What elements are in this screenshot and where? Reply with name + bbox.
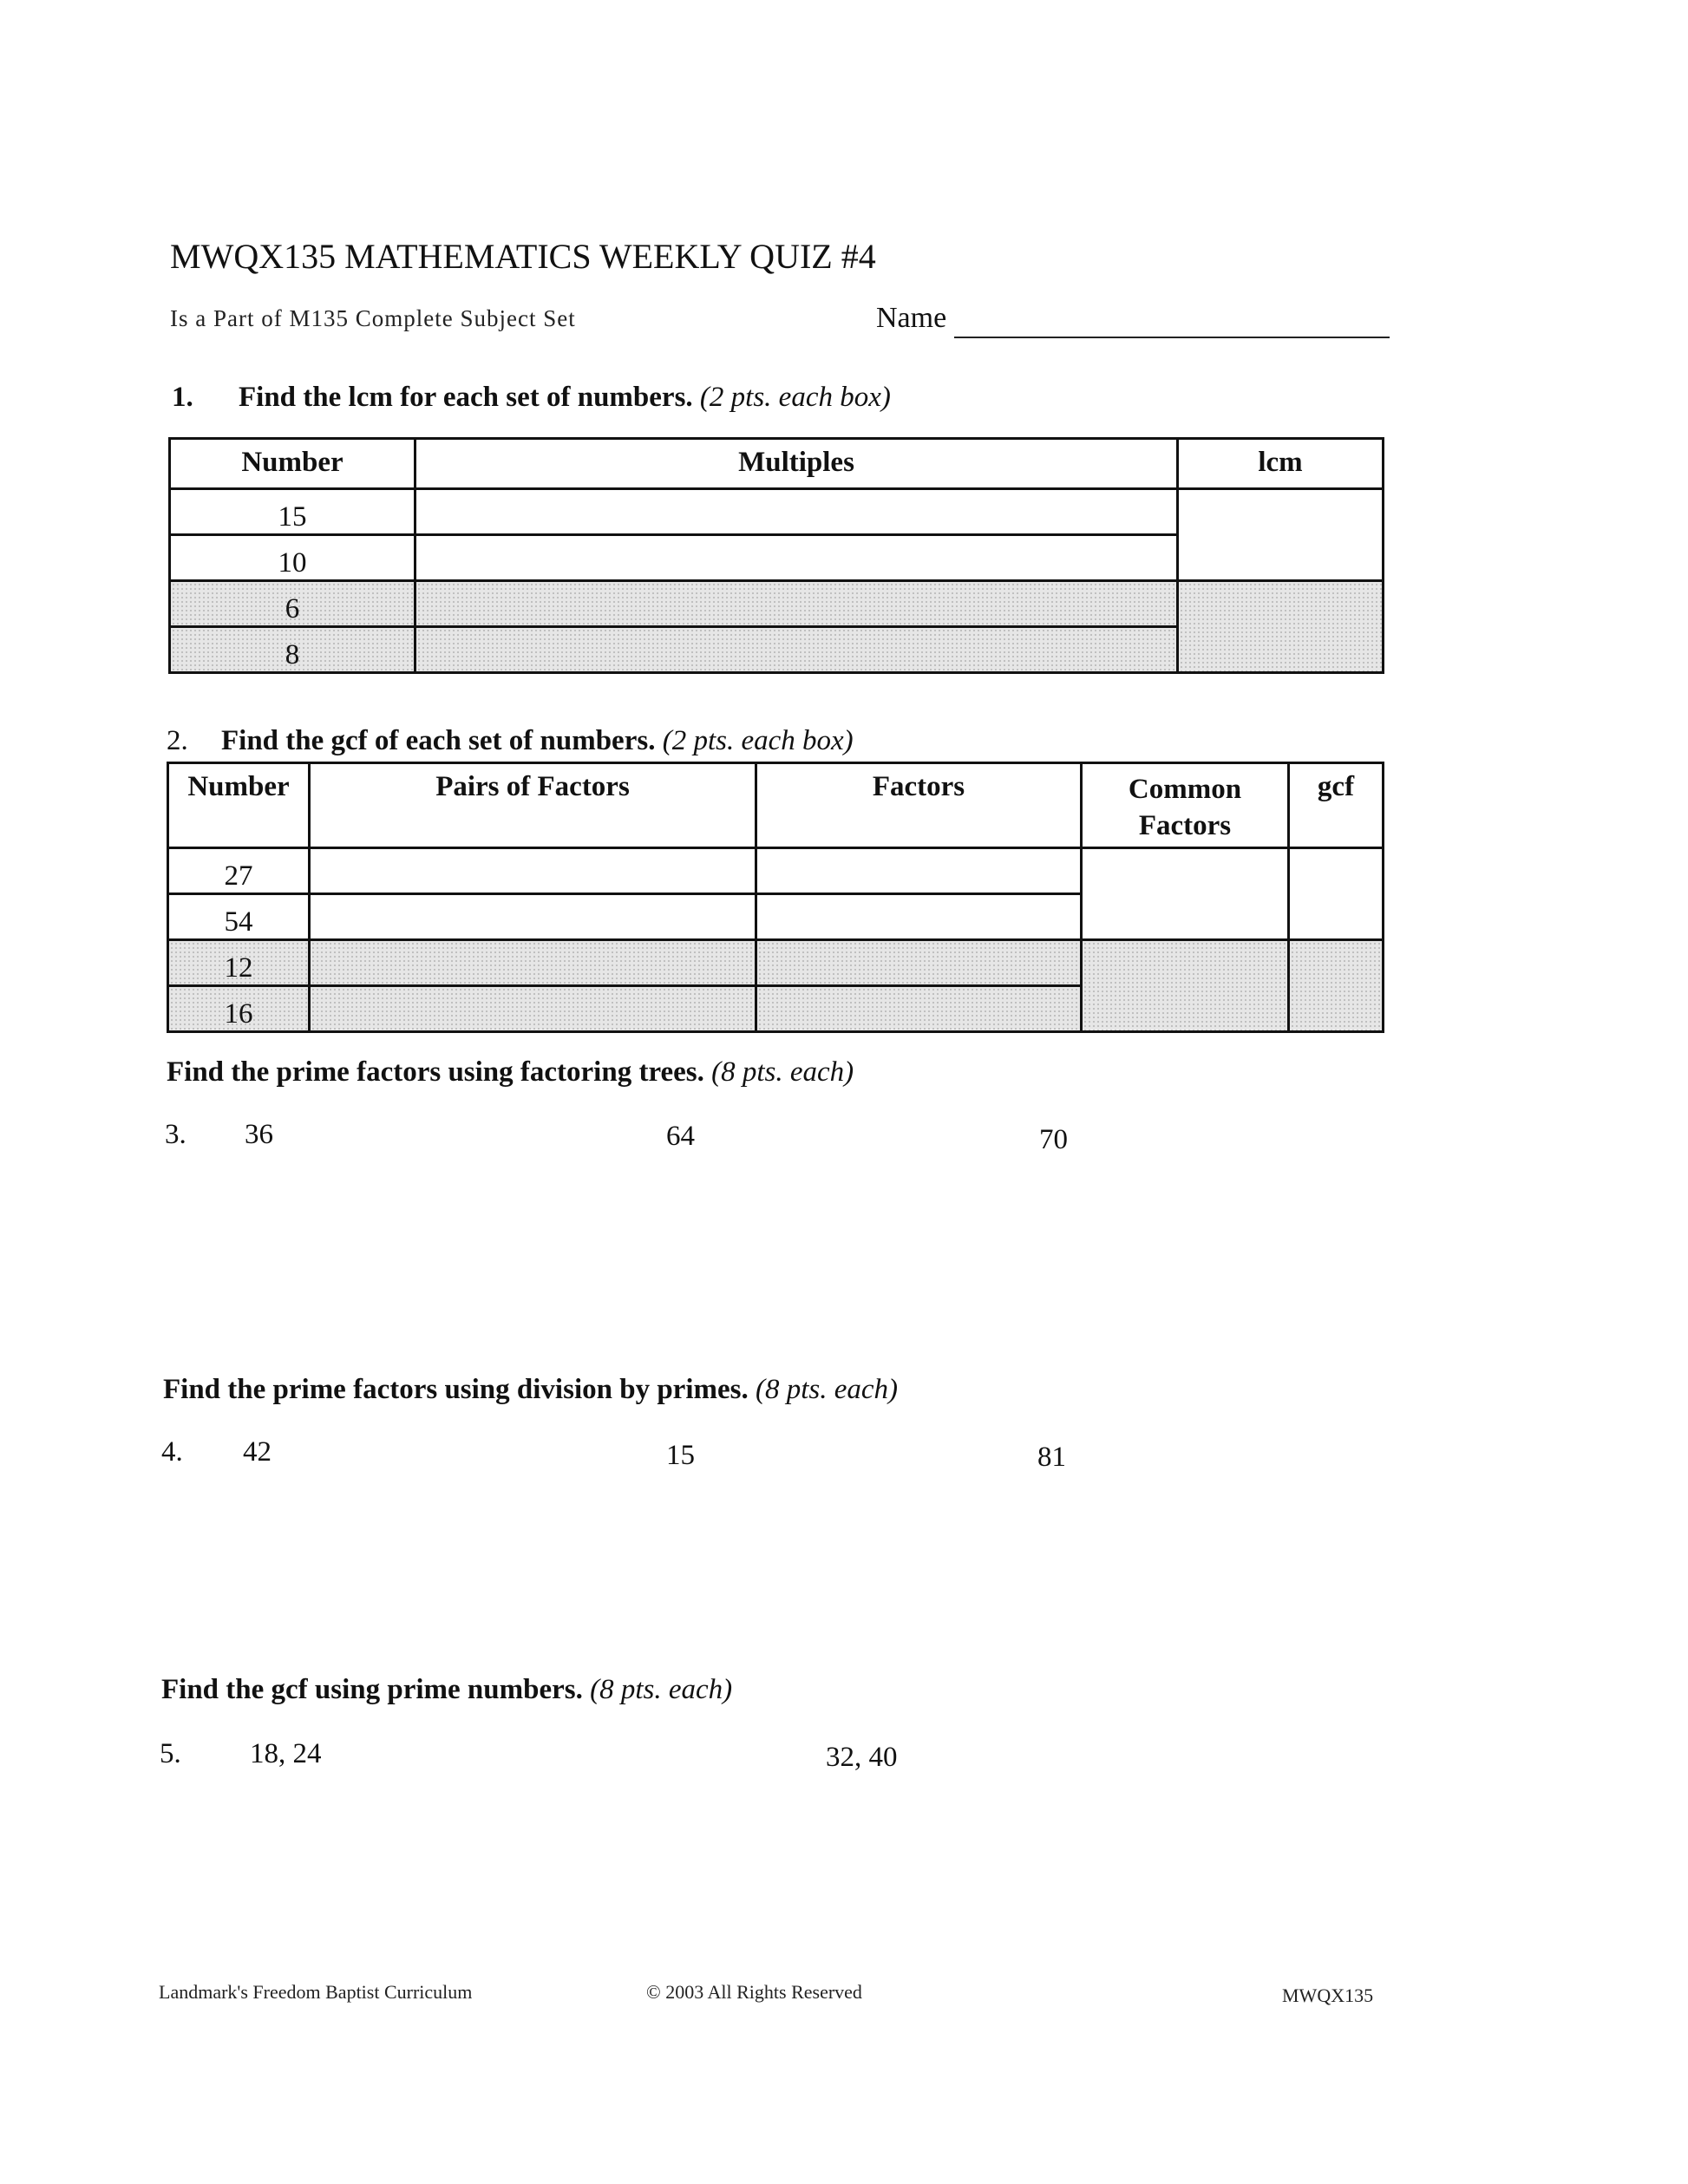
number-cell: 12 [167,938,311,987]
lcm-input[interactable] [1176,579,1384,674]
pairs-input[interactable] [308,938,757,987]
footer-publisher: Landmark's Freedom Baptist Curriculum [159,1981,473,2003]
q5-item: 18, 24 [250,1738,322,1769]
number-cell: 54 [167,893,311,941]
number-cell: 16 [167,984,311,1033]
col-pairs-of-factors: Pairs of Factors [308,762,757,849]
multiples-input[interactable] [414,533,1179,582]
q3-item: 64 [666,1121,695,1152]
q2-heading: 2. Find the gcf of each set of numbers. … [167,725,854,757]
q3-item: 70 [1039,1124,1068,1155]
number-cell: 15 [168,487,416,536]
q2-points: (2 pts. each box) [662,725,854,756]
q5-number: 5. [160,1738,181,1769]
subtitle: Is a Part of M135 Complete Subject Set [170,305,576,331]
footer-copyright: © 2003 All Rights Reserved [646,1981,862,2003]
col-gcf: gcf [1287,762,1384,849]
number-cell: 6 [168,579,416,628]
q3-points: (8 pts. each) [711,1056,854,1088]
pairs-input[interactable] [308,847,757,895]
footer-code: MWQX135 [1282,1985,1374,2006]
q4-item: 42 [243,1436,272,1468]
number-cell: 10 [168,533,416,582]
pairs-input[interactable] [308,984,757,1033]
q3-number: 3. [165,1119,186,1150]
common-factors-input[interactable] [1080,847,1290,941]
q5-heading: Find the gcf using prime numbers. (8 pts… [161,1674,732,1706]
name-field[interactable] [954,337,1390,338]
name-label: Name [876,302,947,334]
lcm-input[interactable] [1176,487,1384,582]
q1-points: (2 pts. each box) [699,382,891,413]
col-factors: Factors [755,762,1083,849]
q4-item: 15 [666,1440,695,1471]
q4-number: 4. [161,1436,183,1468]
gcf-table: Number Pairs of Factors Factors Common F… [167,762,1384,1033]
q3-text: Find the prime factors using factoring t… [167,1056,704,1088]
multiples-input[interactable] [414,487,1179,536]
gcf-input[interactable] [1287,938,1384,1033]
multiples-input[interactable] [414,625,1179,674]
q4-text: Find the prime factors using division by… [163,1374,749,1405]
number-cell: 8 [168,625,416,674]
common-factors-input[interactable] [1080,938,1290,1033]
q2-number: 2. [167,725,188,756]
number-cell: 27 [167,847,311,895]
q5-text: Find the gcf using prime numbers. [161,1674,583,1705]
q1-heading: 1. Find the lcm for each set of numbers.… [172,382,891,414]
q5-points: (8 pts. each) [590,1674,733,1705]
factors-input[interactable] [755,893,1083,941]
page-title: MWQX135 MATHEMATICS WEEKLY QUIZ #4 [170,237,876,276]
col-multiples: Multiples [414,437,1179,490]
col-lcm: lcm [1176,437,1384,490]
multiples-input[interactable] [414,579,1179,628]
col-common-factors: Common Factors [1080,762,1290,849]
q4-points: (8 pts. each) [755,1374,899,1405]
factors-input[interactable] [755,938,1083,987]
factors-input[interactable] [755,847,1083,895]
q2-text: Find the gcf of each set of numbers. [221,725,656,756]
q4-item: 81 [1037,1442,1066,1473]
q5-item: 32, 40 [826,1742,898,1773]
q4-heading: Find the prime factors using division by… [163,1374,898,1406]
gcf-input[interactable] [1287,847,1384,941]
q1-text: Find the lcm for each set of numbers. [239,382,693,413]
q3-item: 36 [245,1119,273,1150]
factors-input[interactable] [755,984,1083,1033]
q3-heading: Find the prime factors using factoring t… [167,1056,854,1089]
lcm-table: Number Multiples lcm 15 10 6 8 [168,437,1384,674]
col-number: Number [168,437,416,490]
q1-number: 1. [172,382,193,413]
col-number: Number [167,762,311,849]
pairs-input[interactable] [308,893,757,941]
